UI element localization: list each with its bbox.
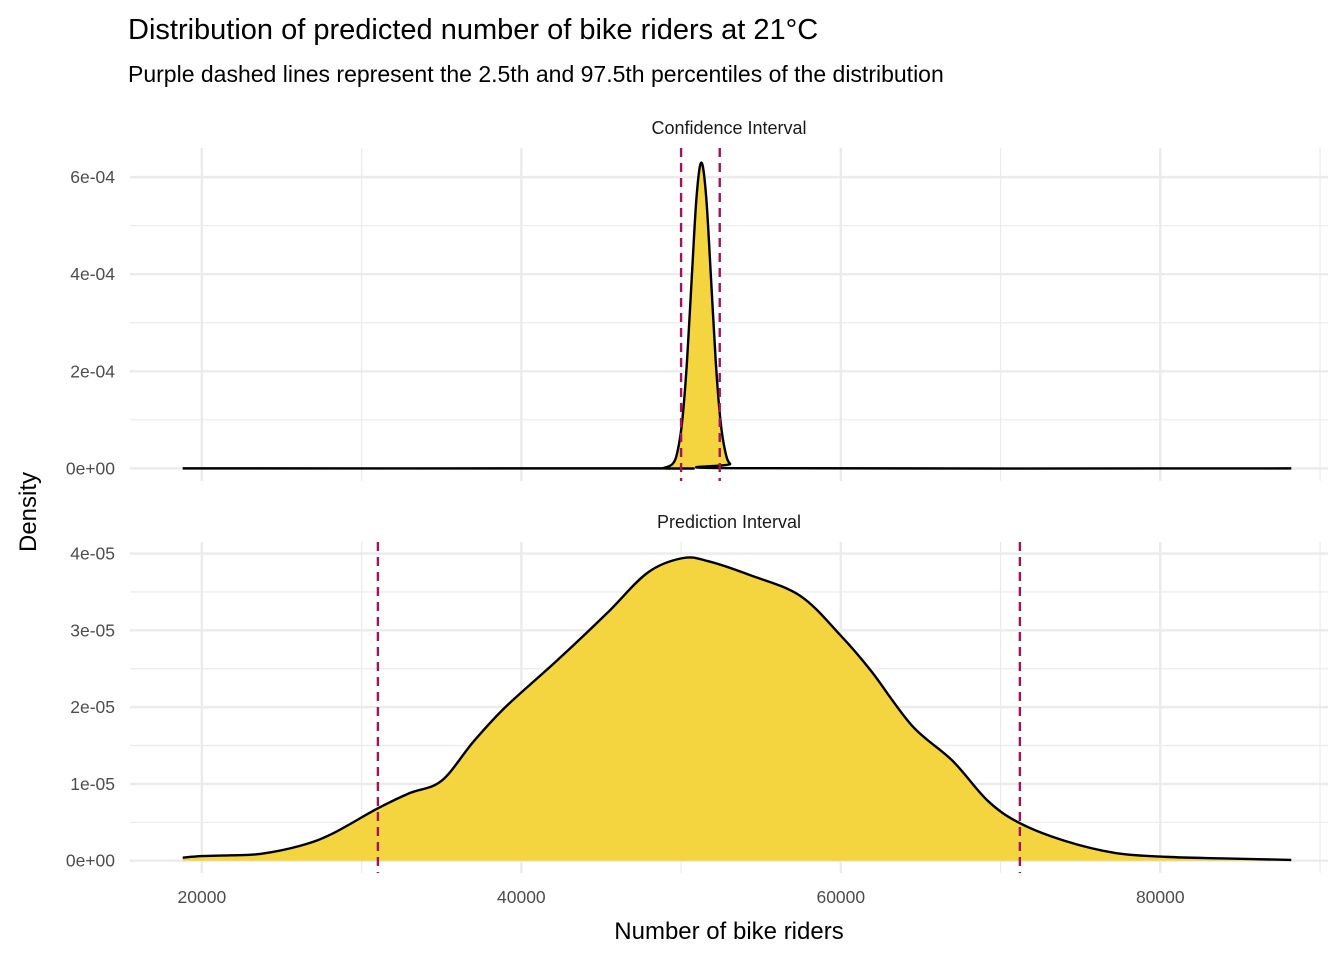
y-tick-label: 3e-05: [70, 620, 115, 640]
x-tick-label: 20000: [178, 887, 227, 907]
y-tick-label: 2e-05: [70, 697, 115, 717]
y-tick-label: 4e-04: [70, 264, 115, 284]
strip-label-confidence: Confidence Interval: [651, 118, 806, 138]
density-line: [182, 161, 1292, 470]
y-tick-label: 2e-04: [70, 361, 115, 381]
y-tick-label: 4e-05: [70, 544, 115, 564]
x-tick-label: 60000: [816, 887, 865, 907]
density-area: [182, 557, 1292, 861]
chart-subtitle: Purple dashed lines represent the 2.5th …: [128, 61, 944, 87]
y-axis-title: Density: [15, 472, 42, 552]
chart-title: Distribution of predicted number of bike…: [128, 14, 818, 46]
panel-confidence: 0e+00 2e-04 4e-04 6e-04: [66, 148, 1328, 481]
x-axis-title: Number of bike riders: [614, 918, 843, 945]
panel-prediction: 0e+00 1e-05 2e-05 3e-05 4e-05 20000 40000 60000…: [66, 542, 1328, 907]
y-tick-label: 1e-05: [70, 774, 115, 794]
y-tick-label: 0e+00: [66, 458, 115, 478]
density-area: [182, 162, 1292, 469]
strip-label-prediction: Prediction Interval: [657, 512, 801, 532]
x-tick-label: 40000: [497, 887, 546, 907]
y-tick-label: 6e-04: [70, 167, 115, 187]
y-tick-label: 0e+00: [66, 851, 115, 871]
x-tick-label: 80000: [1136, 887, 1185, 907]
density-line: [182, 556, 1292, 862]
